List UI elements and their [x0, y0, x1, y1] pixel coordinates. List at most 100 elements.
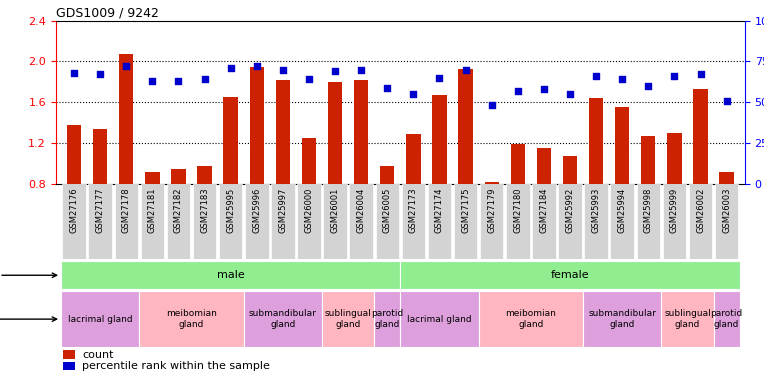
Bar — [328, 82, 342, 184]
Bar — [662, 291, 714, 347]
Point — [303, 76, 315, 82]
Bar — [662, 184, 686, 259]
Text: male: male — [217, 270, 244, 280]
Text: GSM26005: GSM26005 — [383, 188, 392, 233]
Bar — [402, 184, 425, 259]
Text: tissue: tissue — [0, 314, 57, 324]
Bar — [533, 184, 555, 259]
Point — [94, 72, 106, 78]
Text: GSM27173: GSM27173 — [409, 188, 418, 233]
Bar — [63, 350, 75, 359]
Bar — [167, 184, 190, 259]
Point — [486, 102, 498, 108]
Text: GSM25998: GSM25998 — [644, 188, 652, 233]
Bar — [323, 184, 347, 259]
Text: sublingual
gland: sublingual gland — [664, 309, 711, 329]
Bar — [89, 184, 112, 259]
Bar — [400, 261, 740, 289]
Text: parotid
gland: parotid gland — [711, 309, 743, 329]
Bar — [510, 144, 525, 184]
Text: GSM26000: GSM26000 — [305, 188, 313, 233]
Point — [251, 63, 263, 69]
Bar — [61, 261, 400, 289]
Text: lacrimal gland: lacrimal gland — [407, 315, 472, 324]
Point — [616, 76, 628, 82]
Bar — [171, 170, 186, 184]
Point — [433, 75, 445, 81]
Bar — [428, 184, 452, 259]
Bar — [694, 89, 707, 184]
Text: meibomian
gland: meibomian gland — [166, 309, 217, 329]
Text: GSM25997: GSM25997 — [278, 188, 287, 233]
Bar — [558, 184, 581, 259]
Text: gender: gender — [0, 270, 57, 280]
Bar — [589, 98, 604, 184]
Bar — [139, 291, 244, 347]
Bar — [400, 291, 478, 347]
Bar — [67, 124, 81, 184]
Bar — [720, 171, 733, 184]
Point — [668, 73, 681, 79]
Bar — [349, 184, 373, 259]
Bar — [141, 184, 164, 259]
Bar — [563, 156, 577, 184]
Text: GSM25995: GSM25995 — [226, 188, 235, 233]
Bar — [322, 291, 374, 347]
Bar — [224, 97, 238, 184]
Text: GSM25994: GSM25994 — [618, 188, 626, 233]
Text: GSM25996: GSM25996 — [252, 188, 261, 233]
Bar — [478, 291, 583, 347]
Bar — [480, 184, 503, 259]
Bar — [583, 291, 662, 347]
Text: GSM27177: GSM27177 — [96, 188, 105, 233]
Bar — [458, 69, 473, 184]
Text: GSM27181: GSM27181 — [148, 188, 157, 233]
Point — [407, 91, 419, 97]
Text: GSM25993: GSM25993 — [591, 188, 601, 233]
Text: GSM27180: GSM27180 — [513, 188, 523, 233]
Point — [538, 86, 550, 92]
Text: GSM27179: GSM27179 — [487, 188, 496, 233]
Text: submandibular
gland: submandibular gland — [249, 309, 317, 329]
Bar — [454, 184, 478, 259]
Text: GSM26004: GSM26004 — [357, 188, 366, 233]
Bar — [715, 184, 738, 259]
Text: GDS1009 / 9242: GDS1009 / 9242 — [56, 6, 159, 20]
Text: GSM27176: GSM27176 — [70, 188, 79, 233]
Bar — [584, 184, 608, 259]
Bar — [276, 80, 290, 184]
Point — [590, 73, 602, 79]
Bar — [374, 291, 400, 347]
Bar — [193, 184, 216, 259]
Text: meibomian
gland: meibomian gland — [506, 309, 556, 329]
Text: count: count — [82, 350, 114, 360]
Point — [720, 98, 733, 104]
Text: parotid
gland: parotid gland — [371, 309, 403, 329]
Text: GSM27184: GSM27184 — [539, 188, 549, 233]
Bar — [615, 107, 630, 184]
Point — [146, 78, 158, 84]
Point — [120, 63, 132, 69]
Text: submandibular
gland: submandibular gland — [588, 309, 656, 329]
Text: GSM26002: GSM26002 — [696, 188, 705, 233]
Bar — [63, 184, 86, 259]
Point — [329, 68, 342, 74]
Text: GSM27182: GSM27182 — [174, 188, 183, 233]
Bar — [145, 171, 160, 184]
Bar — [714, 291, 740, 347]
Bar — [354, 80, 368, 184]
Bar — [689, 184, 712, 259]
Bar — [432, 95, 447, 184]
Text: GSM26001: GSM26001 — [331, 188, 339, 233]
Text: sublingual
gland: sublingual gland — [325, 309, 371, 329]
Text: GSM27174: GSM27174 — [435, 188, 444, 233]
Text: GSM26003: GSM26003 — [722, 188, 731, 233]
Text: lacrimal gland: lacrimal gland — [68, 315, 132, 324]
Bar — [380, 166, 394, 184]
Text: GSM27178: GSM27178 — [121, 188, 131, 233]
Bar — [61, 291, 139, 347]
Point — [199, 76, 211, 82]
Bar — [297, 184, 321, 259]
Text: GSM27183: GSM27183 — [200, 188, 209, 233]
Bar — [484, 182, 499, 184]
